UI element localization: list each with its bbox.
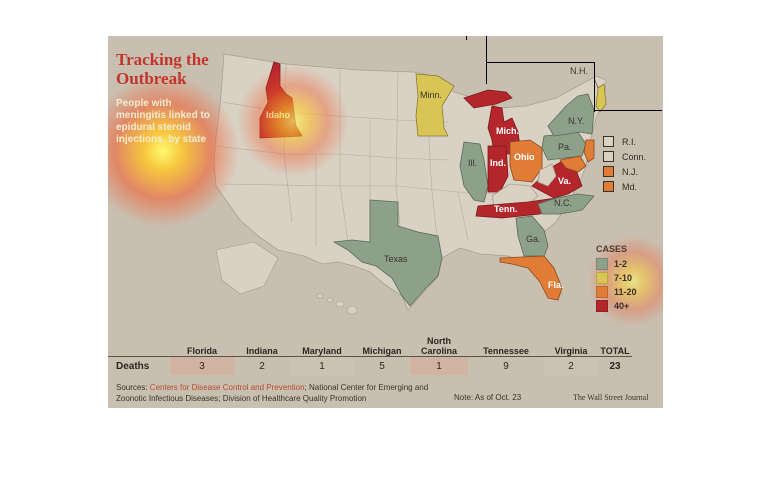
deaths-table: Florida Indiana Maryland Michigan North …	[108, 332, 632, 375]
small-state-swatch	[603, 181, 614, 192]
sources-link[interactable]: Centers for Disease Control and Preventi…	[149, 383, 305, 392]
legend-item-40-plus: 40+	[596, 299, 637, 313]
label-virginia: Va.	[558, 176, 571, 186]
small-states-legend: R.I. Conn. N.J. Md.	[603, 134, 646, 194]
legend-swatch	[596, 286, 608, 298]
label-indiana: Ind.	[490, 158, 506, 168]
deaths-tennessee: 9	[468, 356, 544, 375]
annotation-line	[594, 62, 595, 112]
deaths-maryland: 1	[290, 356, 354, 375]
col-indiana: Indiana	[246, 346, 278, 356]
col-north-carolina: North Carolina	[420, 336, 457, 356]
graphic-subtitle: People with meningitis linked to epidura…	[116, 98, 210, 145]
outbreak-graphic: Idaho Minn. Mich. Ill. Ind. Ohio N.Y. Pa…	[108, 36, 663, 408]
publisher-credit: The Wall Street Journal	[573, 393, 649, 402]
col-michigan: Michigan	[362, 346, 402, 356]
state-ohio	[509, 139, 543, 183]
small-state-swatch	[603, 166, 614, 177]
deaths-row: Deaths 3 2 1 5 1 9 2 23	[108, 356, 632, 375]
date-note: Note: As of Oct. 23	[454, 393, 522, 402]
col-florida: Florida	[186, 346, 217, 356]
label-minnesota: Minn.	[420, 90, 442, 100]
state-west-virginia	[537, 163, 557, 187]
small-state-swatch	[603, 151, 614, 162]
state-maryland	[559, 155, 587, 173]
col-tennessee: Tennessee	[483, 346, 529, 356]
label-pennsylvania: Pa.	[558, 142, 572, 152]
legend-item-11-20: 11-20	[596, 285, 637, 299]
deaths-total: 23	[598, 356, 632, 375]
state-new-jersey	[583, 139, 595, 163]
legend-item-1-2: 1-2	[596, 257, 637, 271]
label-north-carolina: N.C.	[554, 198, 572, 208]
annotation-line	[594, 110, 662, 111]
sources-note: Sources: Centers for Disease Control and…	[116, 383, 429, 403]
legend-heading: CASES	[596, 244, 628, 254]
label-georgia: Ga.	[526, 234, 541, 244]
deaths-row-label: Deaths	[108, 356, 170, 375]
label-new-york: N.Y.	[568, 116, 584, 126]
state-minnesota	[415, 73, 455, 137]
deaths-virginia: 2	[544, 356, 598, 375]
state-north-carolina	[537, 193, 595, 215]
alaska-outline	[215, 241, 279, 295]
col-maryland: Maryland	[302, 346, 342, 356]
label-new-hampshire: N.H.	[570, 66, 588, 76]
hawaii-islands	[316, 293, 358, 315]
graphic-title: Tracking the Outbreak	[116, 50, 209, 88]
legend-item-7-10: 7-10	[596, 271, 637, 285]
col-virginia: Virginia	[554, 346, 588, 356]
annotation-line	[486, 62, 594, 63]
legend-swatch	[596, 272, 608, 284]
label-idaho: Idaho	[266, 110, 291, 120]
label-ohio: Ohio	[514, 152, 535, 162]
state-georgia	[515, 215, 549, 257]
annotation-line	[466, 36, 467, 40]
deaths-north-carolina: 1	[410, 356, 468, 375]
label-michigan: Mich.	[496, 126, 519, 136]
small-state-md: Md.	[603, 179, 646, 194]
small-state-nj: N.J.	[603, 164, 646, 179]
small-state-conn: Conn.	[603, 149, 646, 164]
small-state-swatch	[603, 136, 614, 147]
col-total: TOTAL	[600, 346, 630, 356]
legend-swatch	[596, 300, 608, 312]
state-new-hampshire	[595, 83, 607, 113]
state-texas	[332, 199, 443, 307]
state-indiana	[487, 145, 509, 193]
deaths-michigan: 5	[354, 356, 410, 375]
deaths-header-row: Florida Indiana Maryland Michigan North …	[108, 332, 632, 357]
label-illinois: Ill.	[468, 158, 477, 168]
state-illinois	[459, 141, 489, 203]
small-state-ri: R.I.	[603, 134, 646, 149]
state-michigan-up	[463, 89, 513, 109]
deaths-florida: 3	[170, 356, 234, 375]
state-florida	[499, 255, 563, 301]
deaths-indiana: 2	[234, 356, 290, 375]
label-tennessee: Tenn.	[494, 204, 517, 214]
legend-swatch	[596, 258, 608, 270]
label-texas: Texas	[384, 254, 408, 264]
annotation-line	[486, 36, 487, 84]
cases-legend: CASES 1-2 7-10 11-20 40+	[596, 244, 637, 313]
label-florida: Fla.	[548, 280, 564, 290]
